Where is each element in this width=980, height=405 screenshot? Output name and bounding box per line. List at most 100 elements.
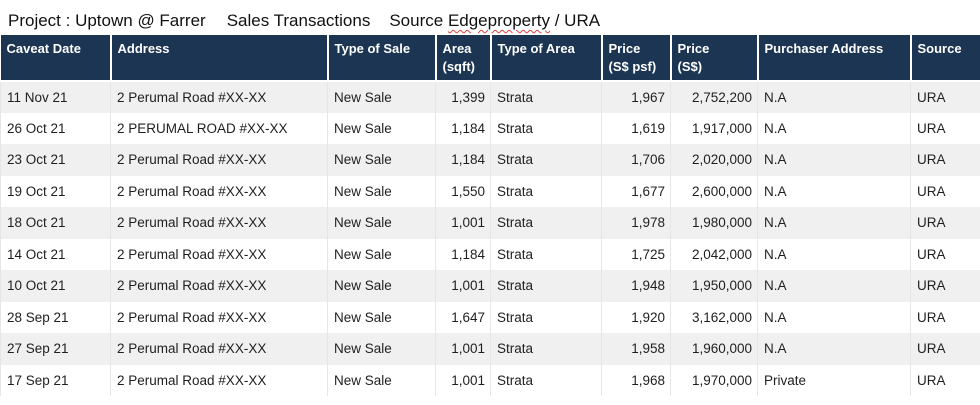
cell-area: 1,001 — [435, 270, 491, 302]
cell-purchaser-address: N.A — [757, 207, 911, 239]
col-header-caveat-date[interactable]: Caveat Date — [0, 35, 112, 82]
table-row[interactable]: 18 Oct 21 2 Perumal Road #XX-XX New Sale 1,… — [0, 207, 980, 239]
cell-price-psf: 1,920 — [601, 301, 671, 333]
col-header-address[interactable]: Address — [109, 35, 329, 82]
cell-type-of-area: Strata — [490, 270, 602, 302]
cell-caveat-date: 28 Sep 21 — [0, 301, 111, 333]
cell-purchaser-address: N.A — [757, 270, 911, 302]
cell-caveat-date: 26 Oct 21 — [0, 112, 111, 144]
cell-caveat-date: 10 Oct 21 — [0, 270, 111, 302]
cell-price: 1,980,000 — [670, 207, 758, 239]
cell-source: URA — [910, 175, 980, 207]
cell-type-of-area: Strata — [490, 301, 602, 333]
cell-type-of-sale: New Sale — [327, 175, 436, 207]
cell-purchaser-address: N.A — [757, 175, 911, 207]
cell-caveat-date: 23 Oct 21 — [0, 144, 111, 176]
cell-price: 2,042,000 — [670, 238, 758, 270]
cell-purchaser-address: N.A — [757, 333, 911, 365]
cell-address: 2 PERUMAL ROAD #XX-XX — [110, 112, 328, 144]
cell-address: 2 Perumal Road #XX-XX — [110, 144, 328, 176]
table-row[interactable]: 26 Oct 21 2 PERUMAL ROAD #XX-XX New Sale 1,… — [0, 112, 980, 144]
cell-address: 2 Perumal Road #XX-XX — [110, 364, 328, 396]
cell-type-of-sale: New Sale — [327, 301, 436, 333]
cell-source: URA — [910, 270, 980, 302]
table-header-row: Caveat Date Address Type of Sale Area (sq… — [0, 35, 980, 82]
cell-source: URA — [910, 144, 980, 176]
cell-address: 2 Perumal Road #XX-XX — [110, 301, 328, 333]
cell-area: 1,001 — [435, 207, 491, 239]
cell-purchaser-address: N.A — [757, 301, 911, 333]
cell-source: URA — [910, 301, 980, 333]
cell-area: 1,001 — [435, 364, 491, 396]
cell-type-of-sale: New Sale — [327, 81, 436, 113]
cell-type-of-area: Strata — [490, 175, 602, 207]
cell-type-of-area: Strata — [490, 81, 602, 113]
col-header-type-of-sale[interactable]: Type of Sale — [326, 35, 437, 82]
cell-source: URA — [910, 207, 980, 239]
cell-source: URA — [910, 112, 980, 144]
cell-caveat-date: 17 Sep 21 — [0, 364, 111, 396]
col-header-price-psf[interactable]: Price (S$ psf) — [600, 35, 672, 82]
cell-area: 1,184 — [435, 238, 491, 270]
table-row[interactable]: 14 Oct 21 2 Perumal Road #XX-XX New Sale 1,… — [0, 238, 980, 270]
source-suffix: / URA — [550, 11, 601, 30]
cell-price-psf: 1,967 — [601, 81, 671, 113]
col-header-price[interactable]: Price (S$) — [669, 35, 759, 82]
cell-price-psf: 1,958 — [601, 333, 671, 365]
cell-type-of-sale: New Sale — [327, 333, 436, 365]
cell-type-of-sale: New Sale — [327, 238, 436, 270]
table-row[interactable]: 23 Oct 21 2 Perumal Road #XX-XX New Sale 1,… — [0, 144, 980, 176]
cell-type-of-area: Strata — [490, 364, 602, 396]
cell-area: 1,647 — [435, 301, 491, 333]
cell-source: URA — [910, 333, 980, 365]
cell-caveat-date: 14 Oct 21 — [0, 238, 111, 270]
cell-price: 2,600,000 — [670, 175, 758, 207]
cell-area: 1,001 — [435, 333, 491, 365]
col-header-area[interactable]: Area (sqft) — [434, 35, 492, 82]
page-title: Project : Uptown @ Farrer Sales Transacti… — [8, 9, 600, 33]
cell-price-psf: 1,725 — [601, 238, 671, 270]
table-row[interactable]: 11 Nov 21 2 Perumal Road #XX-XX New Sale 1,… — [0, 81, 980, 113]
cell-source: URA — [910, 238, 980, 270]
cell-address: 2 Perumal Road #XX-XX — [110, 81, 328, 113]
source-name: Edgeproperty — [447, 11, 551, 30]
cell-purchaser-address: Private — [757, 364, 911, 396]
cell-price-psf: 1,978 — [601, 207, 671, 239]
cell-address: 2 Perumal Road #XX-XX — [110, 270, 328, 302]
cell-price: 2,020,000 — [670, 144, 758, 176]
cell-source: URA — [910, 364, 980, 396]
table-row[interactable]: 27 Sep 21 2 Perumal Road #XX-XX New Sale 1,… — [0, 333, 980, 365]
cell-purchaser-address: N.A — [757, 81, 911, 113]
cell-price: 1,960,000 — [670, 333, 758, 365]
cell-caveat-date: 18 Oct 21 — [0, 207, 111, 239]
cell-type-of-area: Strata — [490, 207, 602, 239]
cell-type-of-sale: New Sale — [327, 144, 436, 176]
cell-address: 2 Perumal Road #XX-XX — [110, 175, 328, 207]
cell-price-psf: 1,948 — [601, 270, 671, 302]
cell-price-psf: 1,706 — [601, 144, 671, 176]
col-header-source[interactable]: Source — [909, 35, 980, 82]
cell-purchaser-address: N.A — [757, 144, 911, 176]
cell-area: 1,184 — [435, 112, 491, 144]
cell-address: 2 Perumal Road #XX-XX — [110, 207, 328, 239]
cell-address: 2 Perumal Road #XX-XX — [110, 238, 328, 270]
col-header-type-of-area[interactable]: Type of Area — [489, 35, 603, 82]
table-row[interactable]: 19 Oct 21 2 Perumal Road #XX-XX New Sale 1,… — [0, 175, 980, 207]
table-body: 11 Nov 21 2 Perumal Road #XX-XX New Sale 1,… — [0, 81, 980, 396]
cell-type-of-area: Strata — [490, 333, 602, 365]
cell-purchaser-address: N.A — [757, 112, 911, 144]
cell-type-of-sale: New Sale — [327, 364, 436, 396]
col-header-purchaser-address[interactable]: Purchaser Address — [756, 35, 912, 82]
table-row[interactable]: 28 Sep 21 2 Perumal Road #XX-XX New Sale 1,… — [0, 301, 980, 333]
cell-type-of-sale: New Sale — [327, 270, 436, 302]
cell-type-of-sale: New Sale — [327, 207, 436, 239]
sales-transactions-table: Caveat Date Address Type of Sale Area (sq… — [0, 35, 980, 396]
cell-area: 1,184 — [435, 144, 491, 176]
cell-price: 1,917,000 — [670, 112, 758, 144]
table-row[interactable]: 17 Sep 21 2 Perumal Road #XX-XX New Sale 1,… — [0, 364, 980, 396]
cell-price-psf: 1,677 — [601, 175, 671, 207]
cell-type-of-area: Strata — [490, 238, 602, 270]
table-row[interactable]: 10 Oct 21 2 Perumal Road #XX-XX New Sale 1,… — [0, 270, 980, 302]
cell-price: 1,950,000 — [670, 270, 758, 302]
cell-price: 3,162,000 — [670, 301, 758, 333]
